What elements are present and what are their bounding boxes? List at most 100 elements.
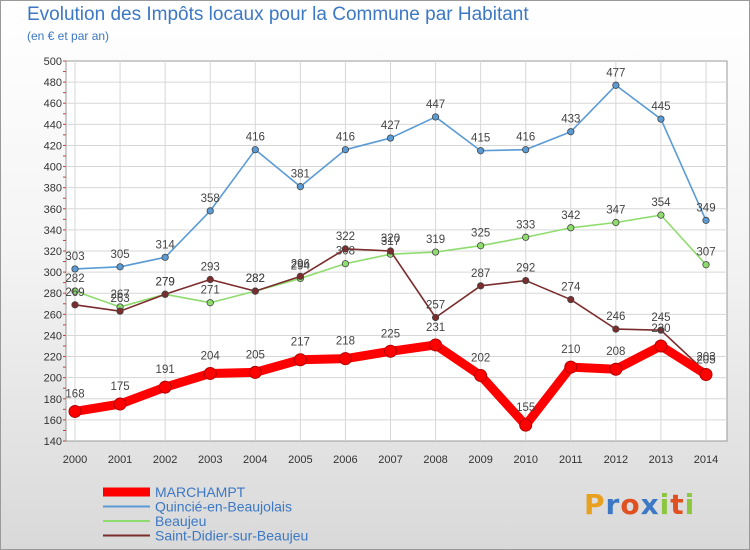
data-label: 317 — [381, 236, 400, 248]
logo-letter: r — [605, 488, 621, 521]
data-label: 217 — [291, 337, 310, 349]
x-tick-label: 2004 — [243, 454, 267, 466]
data-point — [296, 272, 304, 280]
data-point — [296, 183, 304, 191]
y-tick-label: 140 — [44, 436, 62, 448]
data-label: 303 — [65, 251, 84, 263]
logo-letter: P — [584, 488, 606, 521]
data-label: 358 — [201, 193, 220, 205]
data-label: 282 — [246, 273, 265, 285]
x-tick-label: 2002 — [153, 454, 177, 466]
data-point — [251, 146, 259, 154]
data-point — [71, 301, 79, 309]
data-point — [386, 134, 395, 142]
y-tick-label: 400 — [44, 162, 62, 174]
data-point — [612, 218, 620, 227]
data-label: 293 — [201, 262, 220, 274]
data-label: 416 — [246, 132, 265, 144]
y-tick-label: 160 — [44, 415, 62, 427]
legend-item: Beaujeu — [103, 513, 206, 529]
data-label: 271 — [201, 285, 220, 297]
legend-item: Quincié-en-Beaujolais — [103, 499, 292, 515]
data-point — [567, 224, 575, 232]
chart-subtitle: (en € et par an) — [27, 29, 110, 43]
data-label: 257 — [426, 300, 445, 312]
data-label: 294 — [291, 260, 311, 272]
y-tick-label: 360 — [44, 204, 62, 216]
x-tick-label: 2009 — [468, 454, 492, 466]
data-point — [161, 253, 169, 261]
logo-letter: t — [670, 488, 685, 521]
chart-title: Evolution des Impôts locaux pour la Comm… — [27, 4, 529, 25]
data-label: 342 — [561, 210, 580, 222]
y-tick-label: 240 — [44, 330, 62, 342]
data-point — [71, 287, 79, 295]
data-label: 230 — [651, 323, 670, 335]
data-point — [702, 261, 710, 269]
data-point — [113, 397, 127, 411]
data-label: 168 — [65, 388, 84, 400]
data-point — [657, 326, 665, 334]
x-tick-label: 2012 — [604, 454, 628, 466]
x-tick-label: 2011 — [559, 454, 583, 466]
data-label: 279 — [156, 276, 175, 288]
data-point — [477, 282, 485, 290]
y-tick-label: 460 — [44, 98, 62, 110]
y-tick-label: 220 — [44, 352, 62, 364]
data-label: 279 — [156, 276, 175, 288]
data-point — [341, 146, 350, 154]
legend-item: Saint-Didier-sur-Beaujeu — [103, 528, 308, 544]
logo-letter: x — [640, 488, 660, 521]
data-point — [431, 113, 440, 121]
series-marchampt: 168 175 191 204 205 217 218 225 231 202 155 210 208 2… — [65, 322, 716, 432]
data-point — [206, 299, 214, 307]
data-label: 347 — [606, 205, 625, 217]
legend-label: Saint-Didier-sur-Beaujeu — [155, 528, 308, 544]
data-point — [203, 366, 217, 380]
data-label: 319 — [426, 234, 445, 246]
data-label: 267 — [110, 289, 129, 301]
y-tick-label: 180 — [44, 394, 62, 406]
x-tick-label: 2000 — [63, 454, 87, 466]
data-label: 191 — [156, 364, 175, 376]
data-point — [477, 242, 485, 250]
data-point — [699, 368, 713, 381]
data-label: 246 — [606, 311, 625, 323]
data-point — [116, 263, 124, 271]
data-label: 322 — [336, 231, 355, 243]
data-label: 205 — [246, 349, 265, 361]
data-point — [474, 369, 488, 383]
data-label: 225 — [381, 328, 400, 340]
data-label: 354 — [651, 197, 671, 209]
data-point — [158, 380, 172, 394]
data-point — [612, 81, 620, 89]
data-label: 204 — [201, 350, 221, 362]
data-point — [567, 295, 575, 304]
y-tick-label: 500 — [44, 56, 62, 68]
data-label: 416 — [516, 132, 535, 144]
data-point — [609, 362, 623, 376]
data-label: 287 — [471, 268, 490, 280]
data-point — [251, 287, 259, 295]
data-label: 447 — [426, 99, 445, 111]
data-label: 320 — [381, 233, 400, 245]
x-tick-label: 2003 — [198, 454, 222, 466]
x-tick-label: 2010 — [513, 454, 537, 466]
y-tick-label: 300 — [44, 267, 62, 279]
data-label: 218 — [336, 336, 355, 348]
data-point — [654, 339, 668, 353]
data-label: 282 — [246, 273, 265, 285]
data-label: 208 — [606, 346, 625, 358]
x-tick-label: 2005 — [288, 454, 312, 466]
y-tick-label: 280 — [44, 288, 62, 300]
data-point — [68, 404, 82, 418]
data-label: 231 — [426, 322, 445, 334]
data-label: 433 — [561, 114, 580, 126]
legend-label: Quincié-en-Beaujolais — [155, 499, 292, 515]
data-label: 325 — [471, 228, 490, 240]
data-label: 314 — [156, 239, 176, 251]
data-point — [338, 352, 352, 366]
data-label: 305 — [110, 249, 129, 261]
data-point — [567, 128, 575, 136]
data-point — [384, 344, 397, 358]
